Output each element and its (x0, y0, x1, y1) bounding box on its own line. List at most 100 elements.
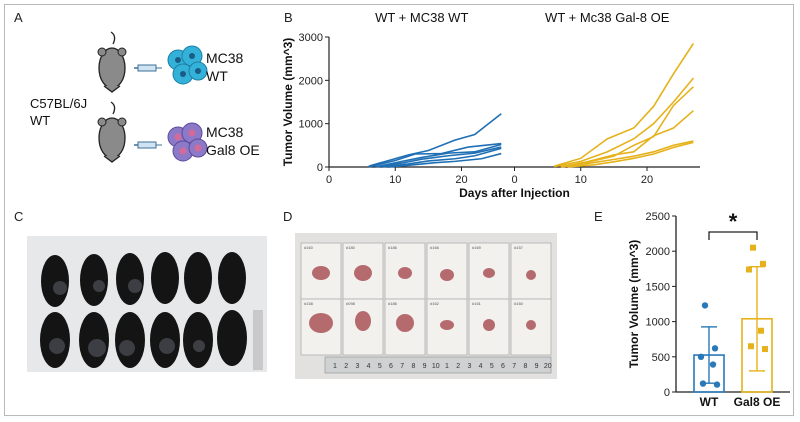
data-point (758, 327, 764, 334)
sample-tag: #162 (430, 301, 440, 306)
series-line (567, 141, 694, 168)
y-tick-label: 1000 (299, 119, 323, 131)
ruler-number: 6 (501, 363, 505, 370)
mouse-icon (97, 101, 127, 163)
sample-tag: #180 (346, 245, 356, 250)
panel-label-e: E (594, 209, 603, 224)
panel-label-c: C (14, 209, 24, 224)
series-line (554, 77, 694, 168)
ruler-number: 1 (445, 363, 449, 370)
ruler-number: 8 (411, 363, 415, 370)
ruler-number: 8 (523, 363, 527, 370)
ruler-number: 2 (456, 363, 460, 370)
data-point (746, 266, 752, 273)
panel-label-a: A (14, 10, 23, 25)
data-point (709, 361, 717, 368)
ruler-number: 10 (432, 363, 440, 370)
ruler-number: 4 (367, 363, 371, 370)
panel-label-b: B (284, 10, 293, 25)
host-label-line1: C57BL/6J (30, 96, 88, 111)
data-point (762, 346, 768, 353)
gal8-cells-icon (167, 122, 208, 162)
data-point (711, 345, 719, 352)
x-tick-label: 20 (641, 174, 653, 186)
data-point (699, 380, 707, 387)
y-tick-label: 1000 (646, 317, 670, 329)
y-tick-label: 2000 (646, 246, 670, 258)
ruler-number: 20 (544, 363, 552, 370)
series-line (560, 110, 694, 168)
sample-tag: #158 (304, 301, 314, 306)
series-line (381, 147, 502, 168)
ruler-number: 7 (400, 363, 404, 370)
cell-label-top-line2: WT (206, 68, 228, 84)
sample-tag: #186 (388, 245, 398, 250)
data-point (697, 353, 705, 360)
series-line (368, 142, 502, 168)
figure-border (4, 4, 794, 416)
tumor-photo: 1 2 3 4 5 6 7 8 9 10 1 2 3 4 5 6 7 8 9 20 #160 #180 #186 #166 #… (295, 233, 557, 379)
y-axis-label: Tumor Volume (mm^3) (281, 38, 295, 167)
data-point (748, 343, 754, 350)
sample-tag: #157 (514, 245, 524, 250)
series-line (554, 43, 695, 167)
ruler-number: 4 (479, 363, 483, 370)
sample-tag: #161 (472, 301, 482, 306)
ruler-number: 1 (333, 363, 337, 370)
series-line (375, 143, 502, 168)
series-line (368, 113, 502, 167)
category-label: Gal8 OE (734, 395, 781, 409)
syringe-icon (134, 141, 162, 149)
series-line (560, 140, 694, 168)
x-tick-label: 20 (455, 174, 467, 186)
significance-bracket (708, 231, 758, 240)
syringe-icon (134, 64, 162, 72)
y-tick-label: 0 (317, 162, 323, 174)
data-point (713, 381, 721, 388)
y-tick-label: 2500 (646, 211, 670, 223)
cell-label-bottom-line1: MC38 (206, 124, 244, 140)
ruler-number: 2 (344, 363, 348, 370)
x-tick-label: 0 (326, 174, 332, 186)
y-axis-label: Tumor Volume (mm^3) (627, 240, 641, 369)
y-tick-label: 500 (652, 352, 670, 364)
sample-tag: #169 (472, 245, 482, 250)
x-tick-label: 10 (389, 174, 401, 186)
x-tick-label: 0 (511, 174, 517, 186)
ruler-number: 5 (378, 363, 382, 370)
ruler-number: 6 (389, 363, 393, 370)
sample-tag: #166 (430, 245, 440, 250)
mice-photo (27, 236, 267, 372)
facet-subtitle: WT + MC38 WT (375, 10, 468, 25)
data-point (760, 260, 766, 267)
mouse-icon (97, 31, 127, 93)
data-point (750, 244, 756, 251)
series-line (388, 152, 502, 168)
sample-tag: #160 (514, 301, 524, 306)
sample-tag: #160 (304, 245, 314, 250)
sample-tag: #098 (346, 301, 356, 306)
sample-tag: #186 (388, 301, 398, 306)
x-tick-label: 10 (575, 174, 587, 186)
category-label: WT (700, 395, 719, 409)
y-tick-label: 0 (664, 387, 670, 399)
ruler-number: 5 (490, 363, 494, 370)
ruler-number: 9 (535, 363, 539, 370)
cell-label-bottom-line2: Gal8 OE (206, 142, 260, 158)
host-label-line2: WT (30, 113, 51, 128)
significance-star: * (729, 209, 738, 234)
cell-label-top-line1: MC38 (206, 50, 244, 66)
facet-subtitle: WT + Mc38 Gal-8 OE (545, 10, 670, 25)
y-tick-label: 1500 (646, 281, 670, 293)
ruler-number: 3 (355, 363, 359, 370)
y-tick-label: 2000 (299, 75, 323, 87)
panel-label-d: D (283, 209, 293, 224)
y-tick-label: 3000 (299, 32, 323, 44)
series-line (375, 146, 502, 168)
wt-cells-icon (167, 45, 208, 85)
ruler-number: 9 (423, 363, 427, 370)
